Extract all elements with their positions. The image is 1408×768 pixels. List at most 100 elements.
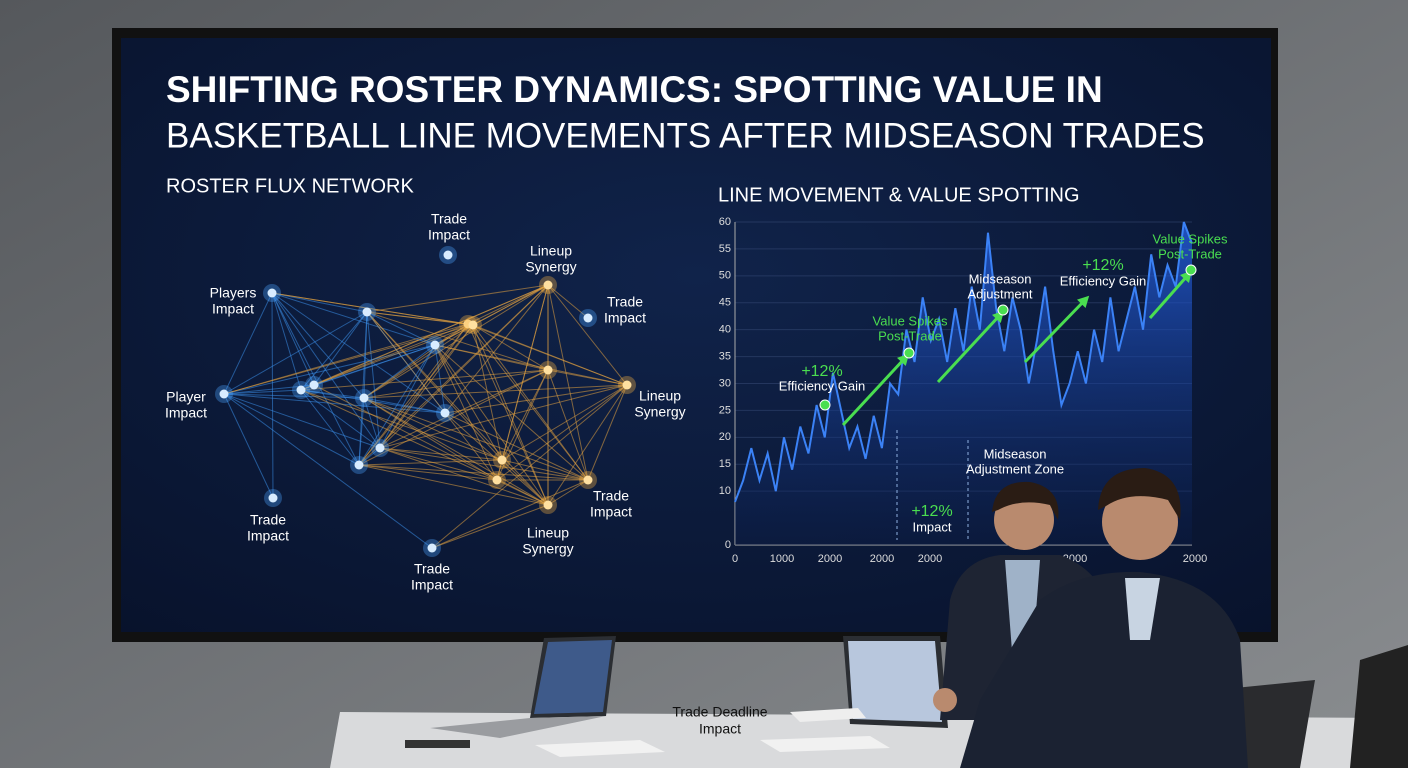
laptop-display [534, 640, 612, 714]
network-node [543, 365, 553, 375]
trend-arrow [1148, 274, 1190, 319]
annotation: +12% [801, 363, 842, 380]
network-node [583, 313, 593, 323]
network-edge [300, 344, 436, 391]
paper [790, 708, 866, 722]
network-edge [271, 292, 365, 399]
node-label: Trade [431, 211, 467, 227]
network-edge [223, 393, 274, 499]
arrow-head [1077, 295, 1090, 308]
annotation: Efficiency Gain [1060, 273, 1146, 288]
annotation: +12% [911, 503, 952, 520]
data-line [734, 221, 1193, 503]
highlight-dot [1185, 264, 1197, 276]
network-edge [472, 324, 549, 371]
network-edge [547, 479, 589, 506]
network-edge [366, 284, 549, 313]
network-edge [467, 323, 549, 506]
network-edge [434, 344, 503, 461]
annotation: Post-Trade [878, 328, 942, 343]
trend-arrow [1023, 298, 1087, 364]
y-tick-label: 50 [719, 270, 731, 282]
network-edge [366, 311, 474, 326]
network-edge [379, 324, 474, 449]
network-node [443, 250, 453, 260]
y-tick-label: 10 [719, 485, 731, 497]
network-edge [472, 324, 628, 386]
y-tick-label: 35 [719, 350, 731, 362]
annotation: Impact [912, 519, 951, 534]
x-tick-label: 2000 [870, 553, 894, 565]
network-node [543, 500, 553, 510]
person-head [1102, 484, 1178, 560]
network-edge [223, 393, 360, 466]
network-edge [223, 389, 302, 395]
network-node [430, 340, 440, 350]
network-node [497, 455, 507, 465]
annotation: Midseason [984, 446, 1047, 461]
annotation: Adjustment Zone [966, 461, 1064, 476]
network-node [296, 385, 306, 395]
network-node [309, 380, 319, 390]
network-edge [300, 311, 368, 391]
node-label: Trade [607, 294, 643, 310]
network-edge [358, 464, 589, 481]
laptop-display [848, 641, 942, 722]
network-edge [379, 284, 549, 449]
x-tick-label: 1000 [770, 553, 794, 565]
network-edge [271, 292, 436, 346]
network-edge [547, 284, 589, 481]
node-label: Player [166, 389, 206, 405]
network-edge [379, 369, 549, 449]
network-edge [358, 447, 381, 466]
node-label: Impact [212, 301, 254, 317]
chair [1350, 645, 1408, 768]
network-edge [271, 292, 368, 313]
network-edge [223, 292, 273, 395]
table-label: Trade Deadline [672, 704, 767, 720]
node-label: Synergy [525, 259, 576, 275]
node-label: Synergy [522, 541, 573, 557]
network-node [354, 460, 364, 470]
network-edge [313, 384, 549, 506]
network-edge [300, 324, 474, 391]
phone [405, 740, 470, 748]
network-edge [271, 292, 446, 414]
y-tick-label: 0 [725, 539, 731, 551]
network-edge [366, 311, 503, 461]
node-label: Impact [411, 577, 453, 593]
network-edge [379, 384, 628, 449]
y-tick-label: 45 [719, 297, 731, 309]
x-tick-label: 2000 [1183, 553, 1207, 565]
line-area [735, 222, 1192, 545]
node-label: Impact [590, 504, 632, 520]
node-label: Impact [247, 528, 289, 544]
node-label: Trade [250, 512, 286, 528]
network-edge [547, 384, 628, 506]
title-line: SHIFTING ROSTER DYNAMICS: SPOTTING VALUE… [166, 69, 1103, 110]
network-edge [363, 324, 474, 399]
node-label: Impact [428, 227, 470, 243]
annotation: Efficiency Gain [779, 378, 865, 393]
network-edge [501, 459, 549, 506]
network-edge [363, 397, 381, 449]
network-edge [547, 369, 628, 386]
network-edge [587, 384, 628, 481]
highlight-dot [997, 304, 1009, 316]
node-label: Synergy [634, 404, 685, 420]
network-node [375, 443, 385, 453]
network-edge [358, 323, 469, 466]
network-edge [358, 324, 474, 466]
network-edge [271, 292, 474, 326]
network-edge [313, 311, 368, 386]
network-node [622, 380, 632, 390]
y-tick-label: 25 [719, 404, 731, 416]
network-edge [363, 397, 589, 481]
network-edge [366, 311, 549, 506]
network-edge [363, 397, 549, 506]
network-edge [358, 397, 365, 466]
network-edge [358, 459, 503, 466]
network-edge [379, 447, 498, 481]
annotation: Midseason [969, 271, 1032, 286]
